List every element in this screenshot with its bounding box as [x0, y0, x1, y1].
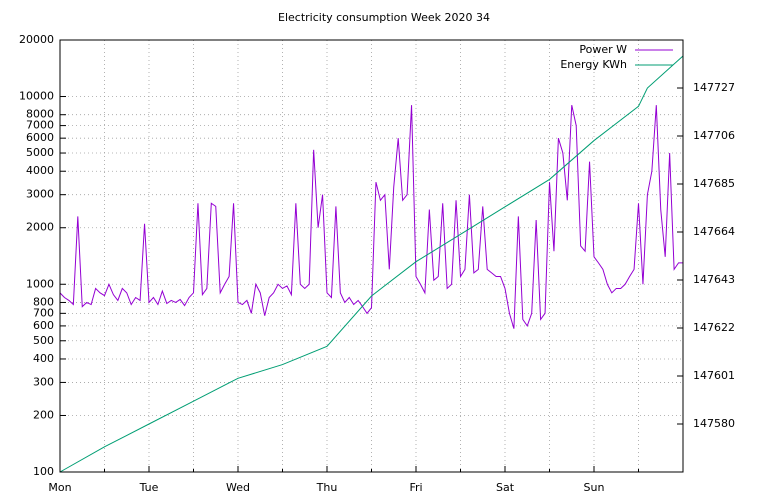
y2-tick-label: 147622: [693, 321, 735, 334]
y-tick-label: 400: [33, 352, 54, 365]
x-tick-label: Sun: [584, 481, 605, 494]
y-tick-label: 10000: [19, 90, 54, 103]
y-tick-label: 8000: [26, 108, 54, 121]
y2-tick-label: 147727: [693, 81, 735, 94]
y-tick-label: 3000: [26, 188, 54, 201]
y-tick-label: 500: [33, 334, 54, 347]
y2-tick-label: 147580: [693, 417, 735, 430]
y-tick-label: 4000: [26, 164, 54, 177]
x-tick-label: Thu: [316, 481, 338, 494]
y2-tick-label: 147643: [693, 273, 735, 286]
y2-tick-label: 147685: [693, 177, 735, 190]
x-tick-label: Fri: [409, 481, 422, 494]
y-tick-label: 5000: [26, 146, 54, 159]
x-tick-label: Sat: [496, 481, 515, 494]
y2-tick-label: 147601: [693, 369, 735, 382]
y-tick-label: 300: [33, 375, 54, 388]
y2-tick-label: 147664: [693, 225, 735, 238]
y-tick-label: 700: [33, 306, 54, 319]
y-tick-label: 800: [33, 295, 54, 308]
series-line: [59, 55, 684, 473]
y-tick-label: 600: [33, 319, 54, 332]
x-tick-label: Mon: [48, 481, 71, 494]
y-tick-label: 2000: [26, 221, 54, 234]
y-tick-label: 7000: [26, 119, 54, 132]
y2-tick-label: 147706: [693, 129, 735, 142]
legend-label: Energy KWh: [560, 58, 627, 71]
legend-label: Power W: [579, 43, 627, 56]
x-tick-label: Tue: [139, 481, 159, 494]
plot-border: [59, 39, 684, 473]
y-tick-label: 1000: [26, 277, 54, 290]
y-tick-label: 100: [33, 465, 54, 478]
y-tick-label: 200: [33, 408, 54, 421]
chart-title: Electricity consumption Week 2020 34: [278, 11, 490, 24]
x-tick-label: Wed: [226, 481, 250, 494]
y-tick-label: 20000: [19, 33, 54, 46]
y-tick-label: 6000: [26, 131, 54, 144]
series-line: [59, 105, 683, 329]
